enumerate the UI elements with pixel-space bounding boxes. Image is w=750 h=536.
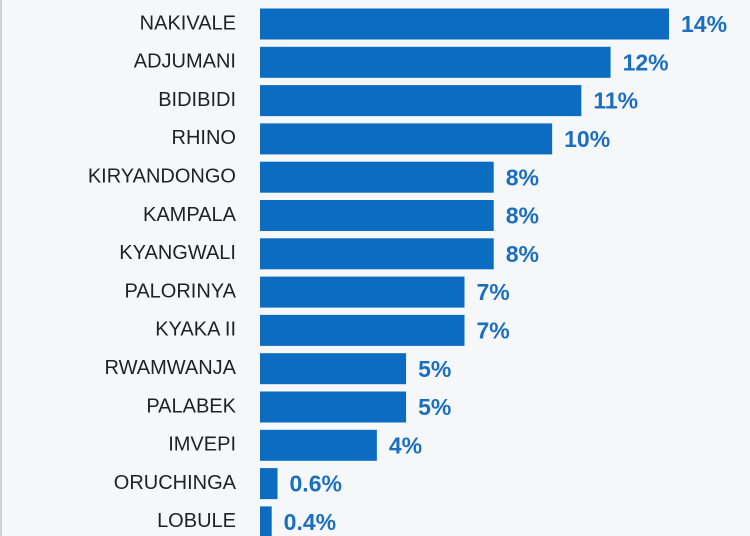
value-label: 8%: [506, 241, 539, 267]
value-label: 7%: [477, 317, 510, 343]
bar: [260, 506, 272, 536]
bar: [260, 429, 377, 461]
value-label: 8%: [506, 203, 539, 229]
bar: [260, 161, 494, 193]
category-label: ORUCHINGA: [114, 472, 237, 494]
category-label: PALABEK: [146, 395, 236, 417]
category-label: PALORINYA: [124, 280, 236, 302]
value-label: 7%: [477, 279, 510, 305]
category-label: IMVEPI: [168, 434, 236, 456]
value-label: 10%: [564, 126, 610, 152]
category-label: NAKIVALE: [140, 12, 236, 34]
bar: [260, 238, 494, 270]
category-label: RHINO: [172, 127, 236, 149]
bar: [260, 85, 582, 117]
category-label: KYAKA II: [155, 319, 236, 341]
category-label: KIRYANDONGO: [88, 165, 236, 187]
category-label: BIDIBIDI: [158, 89, 236, 111]
value-label: 11%: [593, 88, 638, 114]
value-label: 12%: [623, 49, 669, 75]
value-label: 5%: [418, 356, 451, 382]
value-label: 0.6%: [290, 471, 342, 497]
category-label: LOBULE: [157, 510, 236, 532]
category-label: KAMPALA: [143, 204, 237, 226]
bar: [260, 200, 494, 231]
bar: [260, 314, 465, 346]
value-label: 5%: [418, 394, 451, 420]
bar: [260, 8, 669, 40]
category-label: RWAMWANJA: [105, 357, 237, 379]
value-label: 8%: [506, 164, 539, 190]
value-label: 0.4%: [284, 509, 336, 535]
bar: [260, 353, 407, 385]
bar: [260, 276, 465, 308]
bar: [260, 46, 611, 78]
value-label: 14%: [681, 11, 727, 37]
value-label: 4%: [389, 432, 422, 458]
bar: [260, 123, 553, 155]
bar: [260, 391, 407, 423]
bar: [260, 468, 278, 500]
category-label: ADJUMANI: [134, 51, 236, 73]
category-label: KYANGWALI: [119, 242, 236, 264]
